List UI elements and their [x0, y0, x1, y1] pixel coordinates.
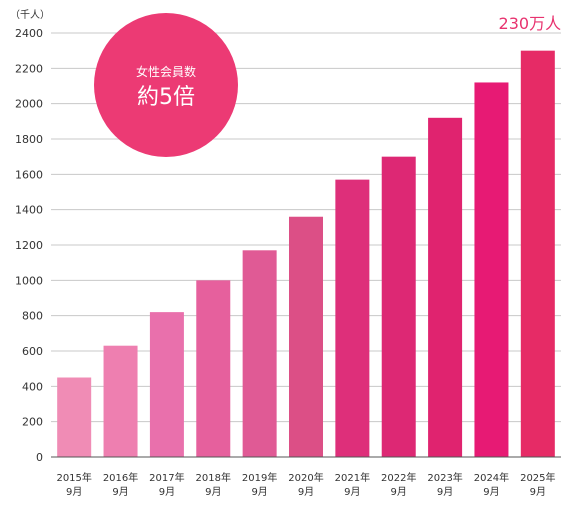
bar	[103, 345, 138, 457]
badge-title: 女性会員数	[136, 64, 196, 79]
x-tick-label: 9月	[344, 486, 360, 498]
y-tick-label: 1200	[15, 239, 43, 252]
bar	[474, 82, 509, 457]
x-tick-label: 2020年	[288, 471, 323, 484]
x-tick-label: 2015年	[56, 471, 91, 484]
x-tick-label: 9月	[112, 486, 128, 498]
bar	[428, 117, 463, 458]
y-tick-label: 1400	[15, 204, 43, 217]
bar	[289, 216, 323, 457]
bars	[57, 50, 555, 458]
x-tick-label: 9月	[437, 486, 453, 498]
x-tick-label: 9月	[205, 486, 221, 498]
x-tick-label: 2025年	[520, 471, 555, 484]
bar	[381, 156, 416, 457]
y-tick-label: 600	[22, 345, 43, 358]
bar	[242, 250, 277, 457]
y-tick-label: 200	[22, 416, 43, 429]
x-tick-label: 9月	[298, 486, 314, 498]
badge-value: 約5倍	[137, 85, 195, 110]
bar	[520, 50, 555, 458]
x-tick-label: 2017年	[149, 471, 184, 484]
x-tick-label: 9月	[483, 486, 499, 498]
x-axis-labels: 2015年 9月 2016年 9月 2017年 9月 2018年 9月 2019年 9月 2020年…	[56, 471, 555, 498]
y-tick-label: 1600	[15, 168, 43, 181]
x-tick-label: 2016年	[103, 471, 138, 484]
x-tick-label: 2019年	[242, 471, 277, 484]
y-tick-label: 2000	[15, 98, 43, 111]
y-tick-label: 1800	[15, 133, 43, 146]
y-axis-unit-label: （千人）	[10, 9, 50, 21]
last-bar-value-label: 230万人	[499, 14, 562, 33]
growth-badge: 女性会員数 約5倍	[94, 13, 238, 157]
x-tick-label: 9月	[251, 486, 267, 498]
x-tick-label: 2023年	[427, 471, 462, 484]
bar	[335, 179, 370, 457]
bar	[57, 377, 92, 457]
x-tick-label: 9月	[159, 486, 175, 498]
y-tick-label: 2200	[15, 62, 43, 75]
y-tick-label: 0	[36, 451, 43, 464]
x-tick-label: 2022年	[381, 471, 416, 484]
bar	[196, 280, 231, 457]
y-tick-label: 1000	[15, 274, 43, 287]
y-tick-label: 2400	[15, 27, 43, 40]
badge-circle	[94, 13, 238, 157]
bar	[149, 312, 184, 457]
y-axis-ticks: 0 200 400 600 800 1000 1200 1400 1600 1800 2000 220…	[15, 27, 43, 464]
y-tick-label: 400	[22, 380, 43, 393]
x-tick-label: 9月	[530, 486, 546, 498]
x-tick-label: 9月	[66, 486, 82, 498]
y-tick-label: 800	[22, 310, 43, 323]
x-tick-label: 2024年	[474, 471, 509, 484]
x-tick-label: 9月	[391, 486, 407, 498]
x-tick-label: 2018年	[196, 471, 231, 484]
x-tick-label: 2021年	[335, 471, 370, 484]
